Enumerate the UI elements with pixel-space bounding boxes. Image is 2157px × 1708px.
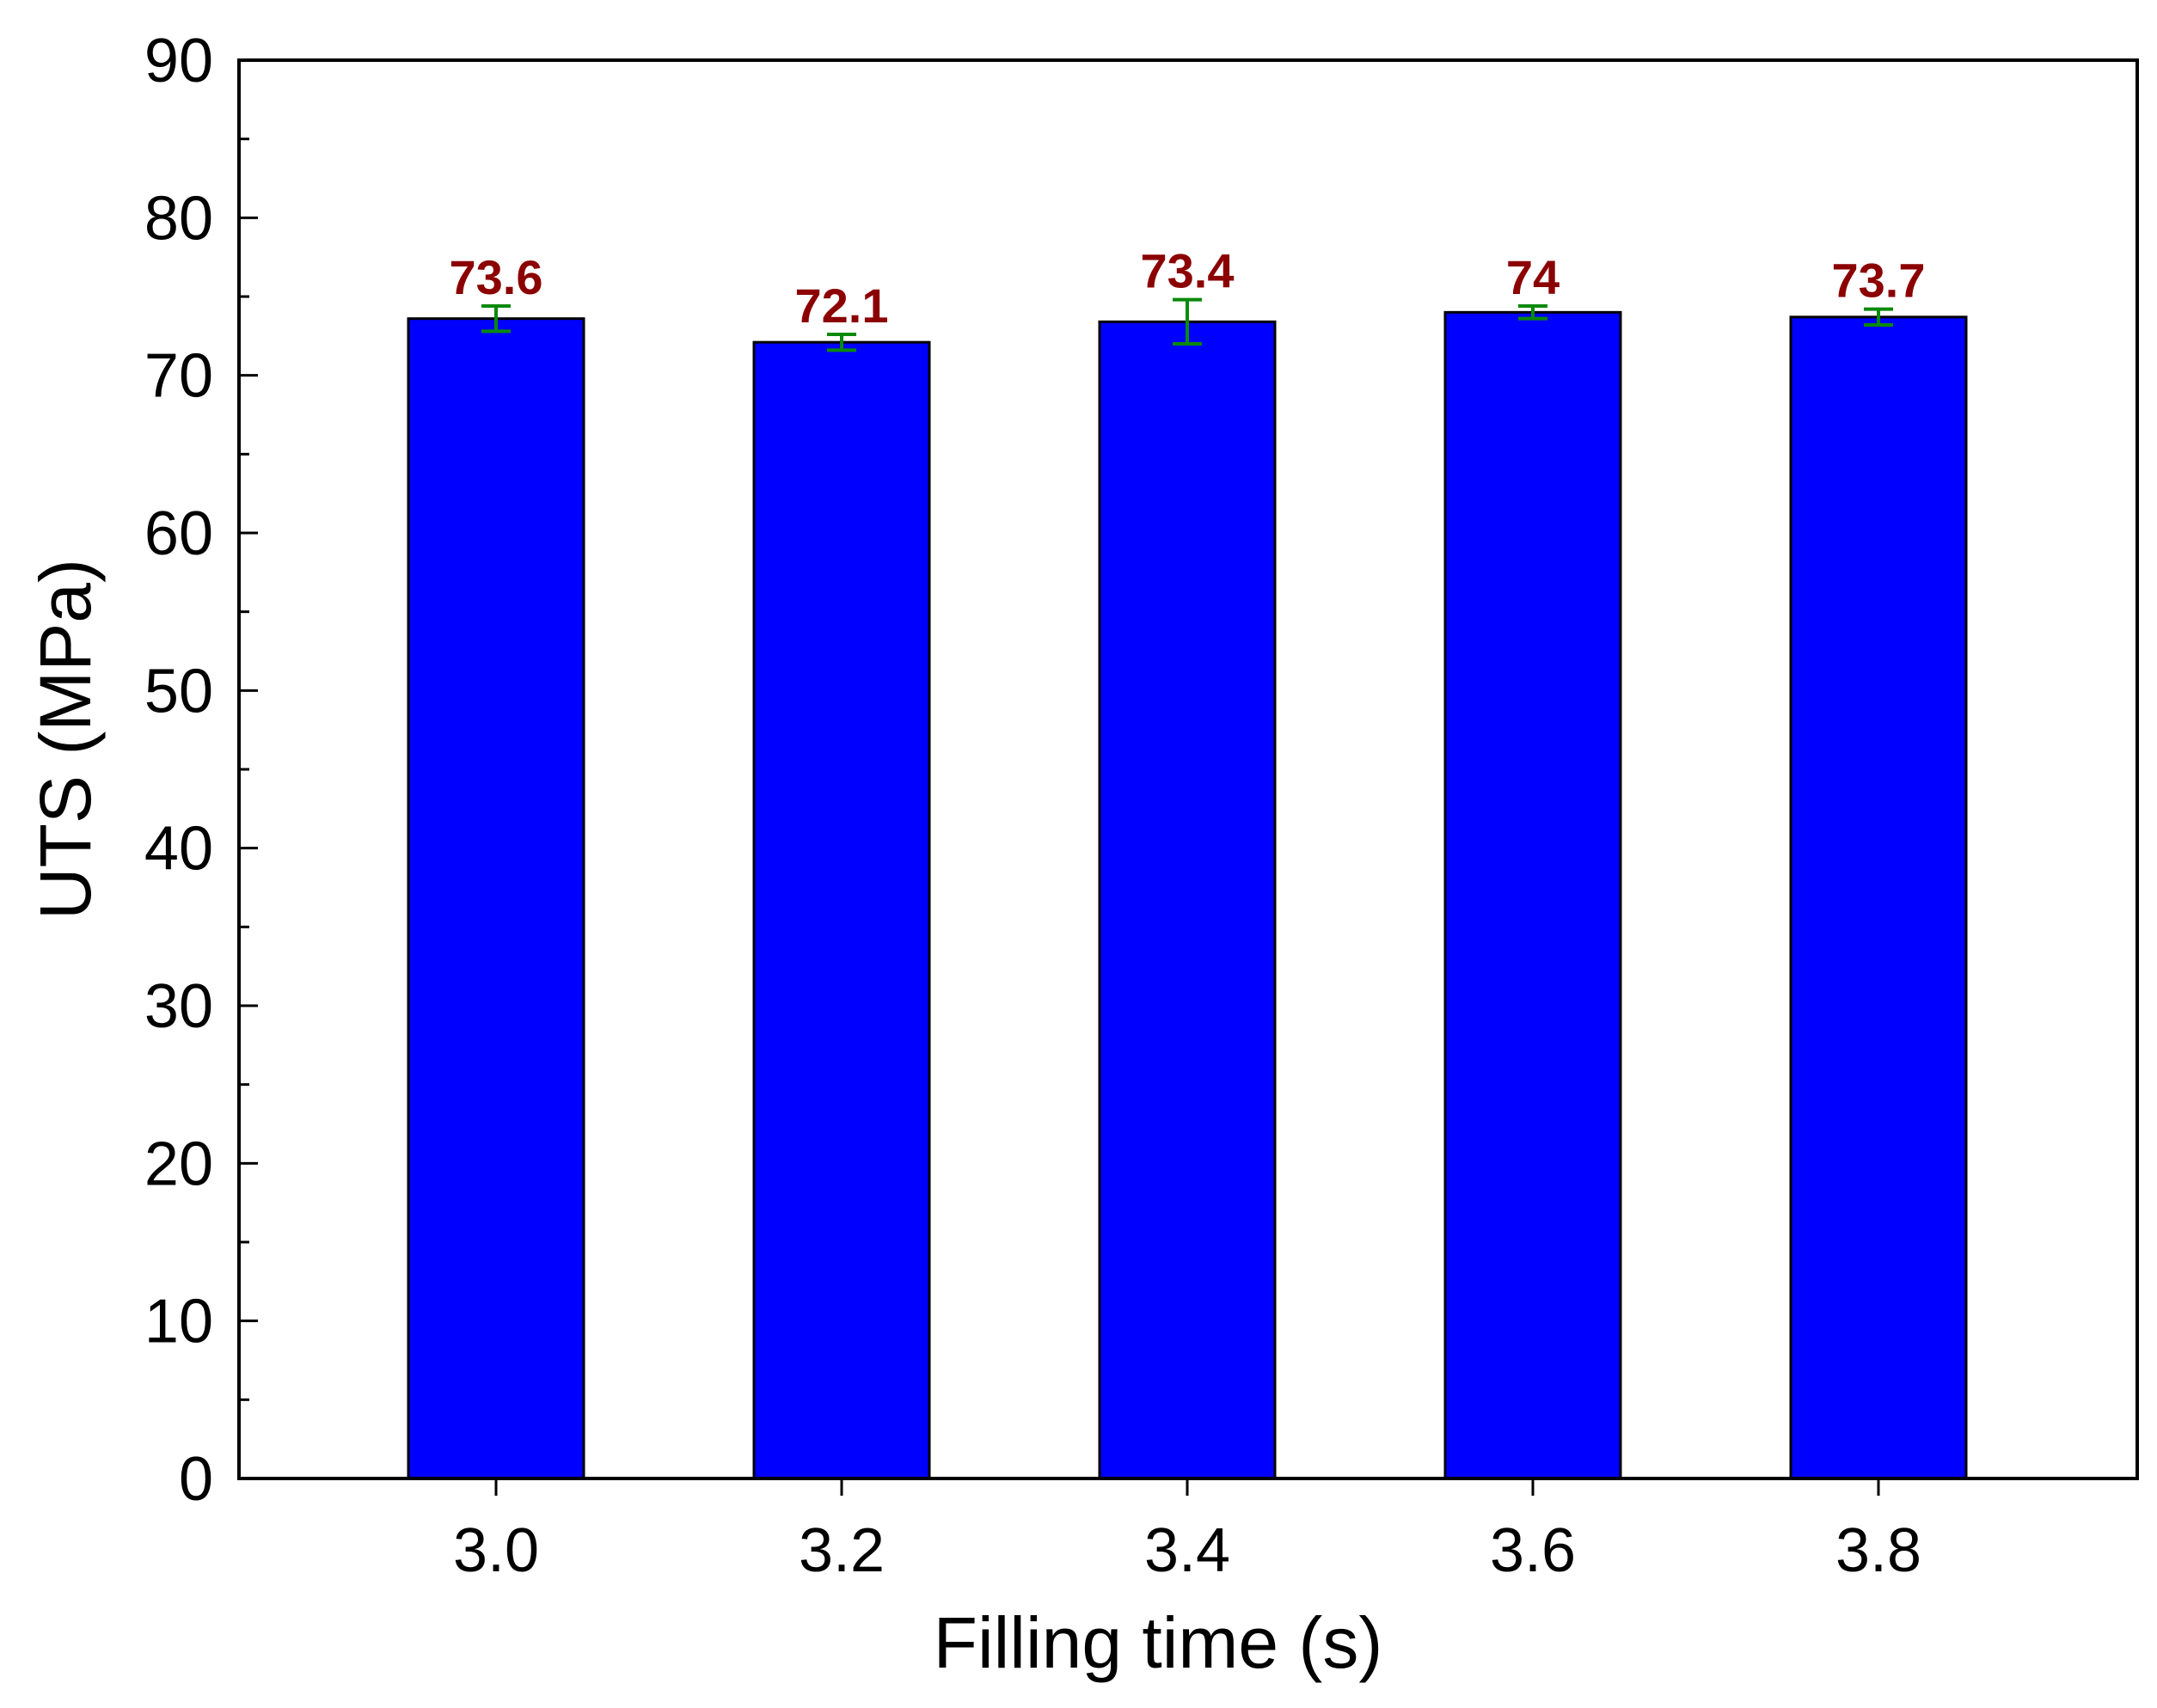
- error-bars-layer: [481, 297, 1893, 352]
- x-tick-label-3.0: 3.0: [453, 1516, 539, 1585]
- y-tick-label-50: 50: [144, 657, 213, 725]
- y-tick-label-0: 0: [179, 1445, 213, 1514]
- error-bar-3.6: [1518, 304, 1547, 321]
- y-tick-label-30: 30: [144, 972, 213, 1041]
- data-label-3.6: 74: [1506, 250, 1560, 304]
- y-tick-label-40: 40: [144, 815, 213, 884]
- y-tick-label-20: 20: [144, 1129, 213, 1198]
- y-tick-label-70: 70: [144, 342, 213, 411]
- error-bar-3.4: [1173, 297, 1202, 346]
- bar-3.4: [1098, 320, 1277, 1480]
- y-tick-label-10: 10: [144, 1288, 213, 1356]
- x-tick-label-3.2: 3.2: [799, 1516, 885, 1585]
- y-tick-label-80: 80: [144, 184, 213, 253]
- x-tick-label-3.6: 3.6: [1490, 1516, 1576, 1585]
- x-tick-label-3.8: 3.8: [1835, 1516, 1921, 1585]
- y-axis-title: UTS (MPa): [25, 559, 106, 920]
- data-label-3.8: 73.7: [1832, 254, 1926, 308]
- error-bar-3.0: [481, 304, 511, 334]
- y-tick-label-60: 60: [144, 499, 213, 568]
- data-labels-layer: 73.6 72.1 73.4 74 73.7: [450, 244, 1926, 333]
- data-label-3.0: 73.6: [450, 250, 543, 304]
- y-tick-label-90: 90: [144, 27, 213, 95]
- bars-layer: [407, 310, 1968, 1480]
- bar-3.8: [1789, 315, 1968, 1480]
- x-axis-title: Filling time (s): [934, 1602, 1383, 1683]
- bar-3.6: [1443, 310, 1622, 1480]
- axes-layer: 3.0 3.2 3.4 3.6 3.8 0 10 20 30 40 50 60 70 80 90: [144, 27, 2139, 1585]
- x-tick-label-3.4: 3.4: [1144, 1516, 1230, 1585]
- bar-3.0: [407, 317, 585, 1480]
- data-label-3.4: 73.4: [1141, 244, 1235, 298]
- error-bar-3.8: [1864, 307, 1893, 327]
- bar-3.2: [752, 340, 931, 1480]
- data-label-3.2: 72.1: [795, 279, 889, 333]
- error-bar-3.2: [827, 333, 856, 352]
